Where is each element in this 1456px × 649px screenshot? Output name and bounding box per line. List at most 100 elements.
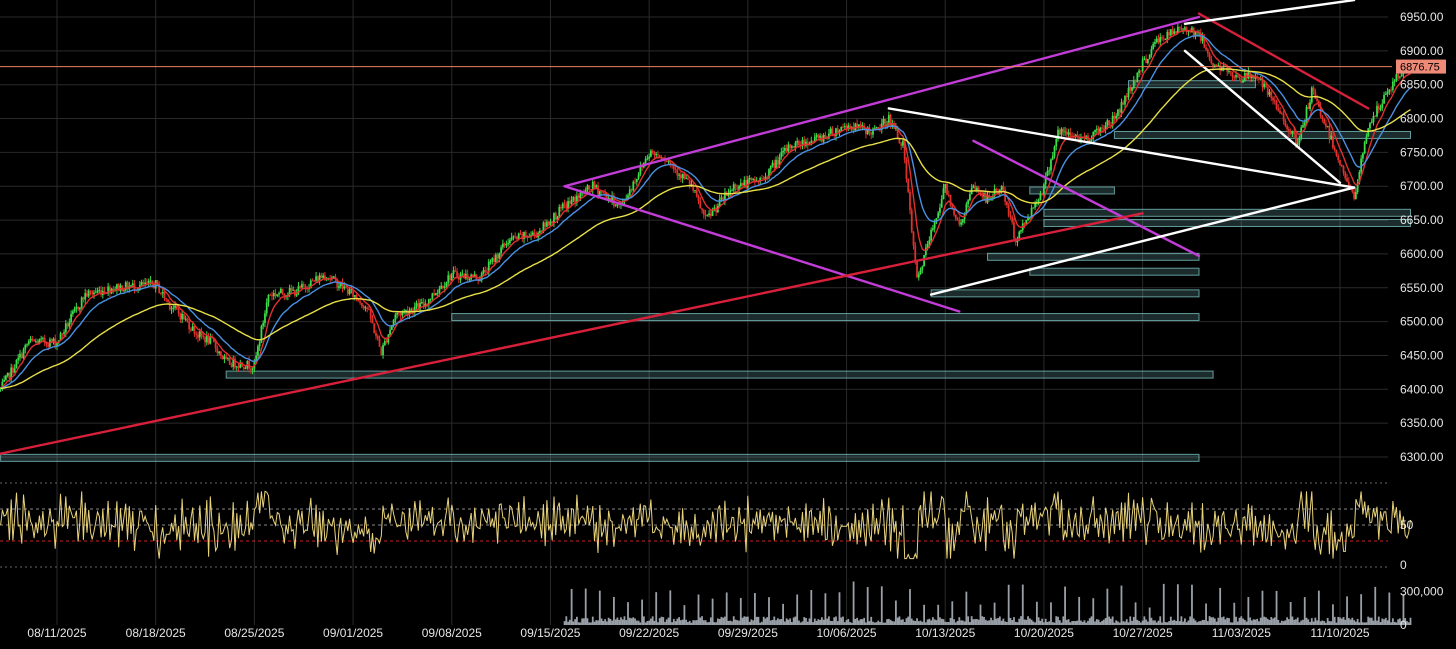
volume-bar	[1062, 616, 1065, 625]
candle-body	[1344, 172, 1347, 179]
volume-bar	[1090, 616, 1093, 625]
volume-bar	[854, 619, 857, 625]
volume-bar	[731, 621, 733, 625]
volume-bar	[1131, 620, 1133, 625]
candle-body	[167, 299, 169, 302]
candle-body	[1023, 223, 1026, 225]
candle-body	[692, 184, 695, 191]
volume-bar	[586, 618, 589, 625]
candle-body	[782, 150, 784, 153]
white-trend-line[interactable]	[929, 186, 1356, 296]
candle-body	[856, 123, 859, 128]
candle-body	[1176, 26, 1179, 34]
support-zone	[225, 370, 1214, 379]
candle-body	[22, 349, 25, 359]
candle-body	[549, 221, 552, 226]
candle-body	[223, 356, 226, 360]
volume-bar	[1258, 621, 1260, 625]
candle-body	[739, 183, 742, 187]
candle-body	[350, 289, 353, 291]
candle-body	[40, 338, 43, 340]
candle-body	[1094, 130, 1096, 132]
candle-body	[835, 128, 837, 136]
volume-bar	[949, 617, 952, 625]
candle-body	[995, 188, 998, 192]
volume-bar	[651, 616, 654, 625]
volume-bar	[939, 617, 941, 625]
red-trend-line[interactable]	[1197, 12, 1370, 110]
magenta-trend-line[interactable]	[563, 15, 1201, 188]
volume-bar	[789, 618, 792, 625]
candle-body	[212, 337, 215, 343]
candle-body	[731, 190, 733, 192]
candle-body	[359, 301, 362, 304]
volume-bar	[567, 621, 569, 625]
volume-bar	[1065, 619, 1068, 625]
date-tick-label: 08/18/2025	[126, 626, 186, 640]
volume-bar	[1099, 622, 1102, 625]
candle-body	[302, 284, 305, 286]
volume-bar	[628, 617, 631, 625]
candle-body	[820, 135, 823, 142]
red-trend-line[interactable]	[0, 212, 1144, 455]
candle-body	[1180, 27, 1183, 31]
support-zone	[1043, 208, 1411, 217]
candle-body	[1342, 166, 1345, 173]
candle-body	[1090, 138, 1093, 141]
volume-bar	[1011, 620, 1014, 625]
volume-bar	[791, 621, 793, 625]
white-trend-line[interactable]	[1183, 0, 1356, 25]
candle-body	[56, 342, 58, 347]
candle-body	[484, 269, 487, 272]
candle-body	[771, 162, 774, 166]
volume-bar	[1263, 616, 1266, 625]
candle-body	[1326, 126, 1329, 127]
volume-bar	[1132, 616, 1135, 625]
candle-body	[42, 337, 44, 339]
volume-bar	[1104, 618, 1107, 625]
candle-body	[313, 280, 316, 282]
candle-body	[1208, 53, 1211, 60]
volume-bar	[729, 620, 732, 625]
candle-body	[1080, 137, 1082, 142]
volume-bar	[1094, 621, 1096, 625]
candle-body	[792, 146, 795, 148]
candle-body	[1332, 135, 1334, 148]
candle-body	[1333, 147, 1336, 151]
candle-body	[52, 338, 55, 342]
volume-bar	[1330, 621, 1333, 625]
volume-bar	[1296, 617, 1299, 625]
white-trend-line[interactable]	[1183, 49, 1342, 185]
candle-body	[1178, 26, 1181, 28]
candle-body	[496, 254, 499, 259]
candle-body	[896, 127, 899, 139]
candle-body	[322, 275, 325, 278]
candle-body	[1016, 240, 1019, 243]
volume-bar	[565, 616, 568, 625]
volume-bar	[574, 619, 577, 625]
volume-bar	[1088, 618, 1091, 625]
candle-body	[100, 290, 102, 295]
price-tick-label: 6300.00	[1400, 450, 1444, 464]
candle-body	[630, 189, 633, 191]
candle-body	[1127, 87, 1130, 98]
white-trend-line[interactable]	[887, 107, 1356, 189]
magenta-trend-line[interactable]	[563, 185, 961, 313]
volume-bar	[1229, 622, 1232, 625]
candle-body	[1258, 78, 1260, 80]
candle-body	[1395, 74, 1398, 81]
candle-body	[1266, 86, 1269, 95]
candle-body	[200, 331, 203, 337]
candle-body	[371, 318, 374, 324]
volume-bar	[575, 616, 578, 625]
candle-body	[634, 181, 636, 183]
candle-body	[570, 200, 573, 204]
candle-body	[357, 298, 360, 302]
candle-body	[1384, 93, 1387, 95]
candle-body	[442, 285, 444, 288]
candle-body	[1367, 128, 1370, 137]
candle-body	[623, 199, 626, 201]
volume-bar	[1397, 619, 1400, 625]
